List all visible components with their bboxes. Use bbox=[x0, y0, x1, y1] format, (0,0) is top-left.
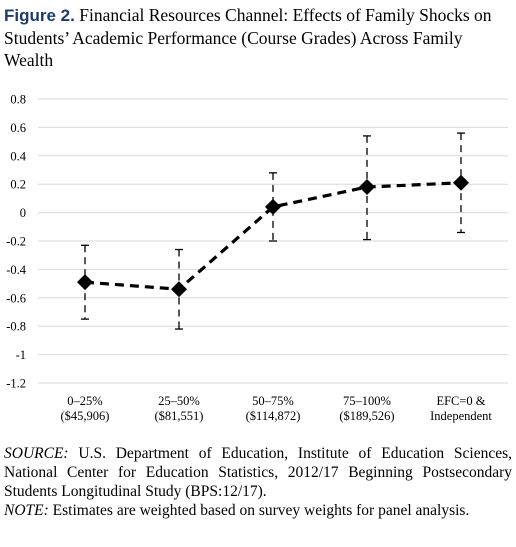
y-tick-label: -1 bbox=[16, 348, 26, 362]
x-tick-label-line: Independent bbox=[430, 409, 492, 423]
data-point bbox=[359, 179, 375, 196]
x-tick-label-line: ($189,526) bbox=[339, 409, 394, 423]
series-line-path bbox=[84, 181, 462, 291]
y-tick-label: -1.2 bbox=[6, 377, 26, 391]
line-chart: 0.8 0.6 0.4 0.2 0 -0.2 -0.4 -0.6 -0.8 -1 -1.2 0–25… bbox=[6, 93, 508, 423]
source-label: SOURCE: bbox=[4, 445, 69, 462]
data-markers bbox=[77, 174, 469, 298]
figure-label: Figure 2. bbox=[4, 6, 75, 25]
x-tick-label-line: 50–75% bbox=[252, 394, 294, 408]
x-tick-label: 0–25% ($45,906) bbox=[61, 394, 110, 423]
source-text: U.S. Department of Education, Institute … bbox=[4, 445, 512, 500]
y-tick-label: -0.8 bbox=[6, 320, 26, 334]
x-tick-label-line: ($81,551) bbox=[155, 409, 204, 423]
data-point bbox=[265, 198, 281, 215]
y-tick-label: 0.6 bbox=[10, 121, 26, 135]
x-tick-label: EFC=0 & Independent bbox=[430, 394, 492, 423]
x-tick-label: 25–50% ($81,551) bbox=[155, 394, 204, 423]
x-tick-label-line: ($114,872) bbox=[246, 409, 301, 423]
data-point bbox=[171, 281, 187, 298]
y-tick-label: 0.8 bbox=[10, 93, 26, 107]
data-point bbox=[453, 174, 469, 191]
x-tick-label-line: 25–50% bbox=[158, 394, 200, 408]
data-point bbox=[77, 274, 93, 291]
x-tick-label-line: 75–100% bbox=[343, 394, 391, 408]
figure-notes: SOURCE: U.S. Department of Education, In… bbox=[4, 444, 512, 520]
chart-title: Figure 2. Financial Resources Channel: E… bbox=[4, 4, 512, 71]
x-tick-label: 50–75% ($114,872) bbox=[246, 394, 301, 423]
series-line bbox=[84, 181, 462, 291]
y-tick-label: 0.2 bbox=[10, 178, 26, 192]
x-tick-label: 75–100% ($189,526) bbox=[339, 394, 394, 423]
y-tick-label: -0.6 bbox=[6, 291, 26, 305]
x-tick-label-line: ($45,906) bbox=[61, 409, 110, 423]
figure-title-text: Financial Resources Channel: Effects of … bbox=[4, 5, 492, 70]
y-tick-label: 0.4 bbox=[10, 149, 26, 163]
y-tick-label: -0.4 bbox=[6, 263, 27, 277]
weighting-note: NOTE: Estimates are weighted based on su… bbox=[4, 501, 512, 520]
y-axis-tick-labels: 0.8 0.6 0.4 0.2 0 -0.2 -0.4 -0.6 -0.8 -1 -1.2 bbox=[6, 93, 27, 391]
error-bars bbox=[81, 132, 465, 330]
source-note: SOURCE: U.S. Department of Education, In… bbox=[4, 444, 512, 501]
note-text: Estimates are weighted based on survey w… bbox=[48, 502, 470, 519]
x-tick-label-line: 0–25% bbox=[67, 394, 102, 408]
y-tick-label: 0 bbox=[20, 206, 26, 220]
y-tick-label: -0.2 bbox=[6, 235, 26, 249]
x-axis-tick-labels: 0–25% ($45,906) 25–50% ($81,551) 50–75% ($114… bbox=[61, 394, 493, 423]
note-label: NOTE: bbox=[4, 502, 49, 519]
x-tick-label-line: EFC=0 & bbox=[436, 394, 485, 408]
